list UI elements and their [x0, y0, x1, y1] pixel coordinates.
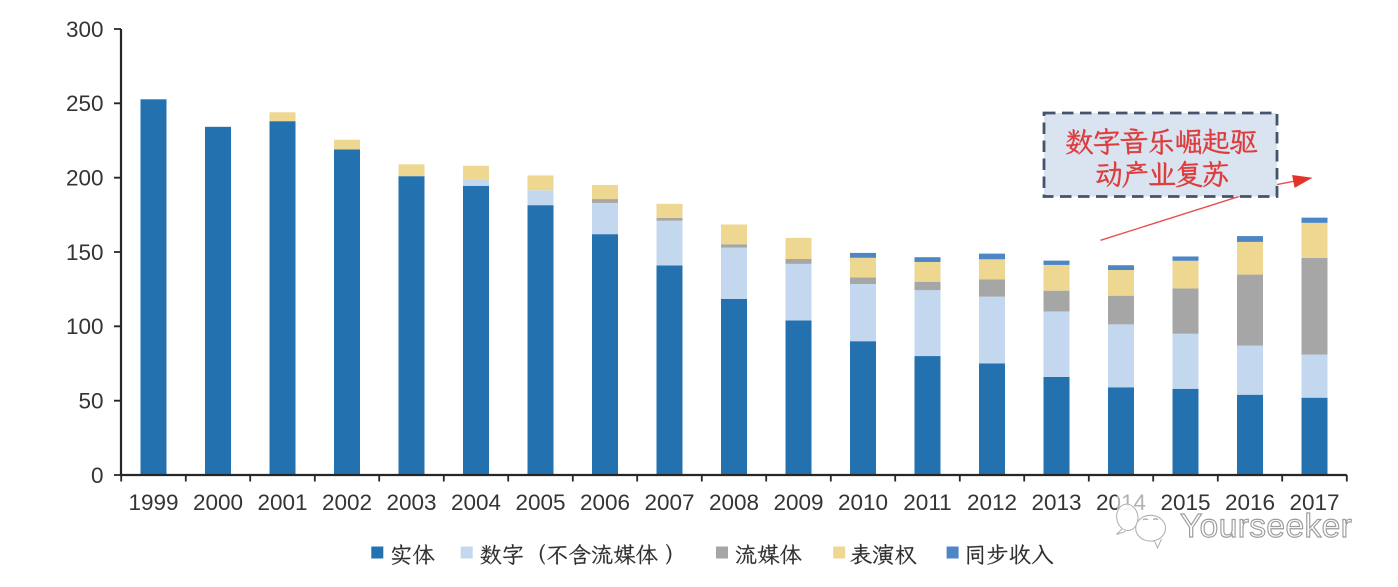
svg-text:2013: 2013 — [1031, 490, 1081, 515]
svg-text:150: 150 — [66, 240, 104, 265]
svg-text:Yourseeker: Yourseeker — [1180, 508, 1352, 545]
svg-text:2010: 2010 — [838, 490, 888, 515]
svg-text:2003: 2003 — [386, 490, 436, 515]
svg-text:2015: 2015 — [1160, 490, 1210, 515]
svg-text:200: 200 — [66, 166, 104, 191]
svg-text:2011: 2011 — [903, 490, 951, 515]
svg-text:250: 250 — [66, 91, 104, 116]
svg-text:2017: 2017 — [1289, 490, 1339, 515]
svg-text:2004: 2004 — [451, 490, 501, 515]
svg-text:2005: 2005 — [515, 490, 565, 515]
svg-text:1999: 1999 — [128, 490, 178, 515]
svg-text:0: 0 — [91, 463, 104, 488]
svg-text:2012: 2012 — [967, 490, 1017, 515]
svg-text:2001: 2001 — [257, 490, 307, 515]
svg-text:2002: 2002 — [322, 490, 372, 515]
svg-text:300: 300 — [66, 17, 104, 42]
svg-text:2009: 2009 — [773, 490, 823, 515]
svg-text:100: 100 — [66, 314, 104, 339]
svg-text:2008: 2008 — [709, 490, 759, 515]
svg-text:2000: 2000 — [193, 490, 243, 515]
svg-text:2007: 2007 — [644, 490, 694, 515]
svg-text:50: 50 — [78, 389, 103, 414]
svg-text:2006: 2006 — [580, 490, 630, 515]
svg-text:2016: 2016 — [1225, 490, 1275, 515]
